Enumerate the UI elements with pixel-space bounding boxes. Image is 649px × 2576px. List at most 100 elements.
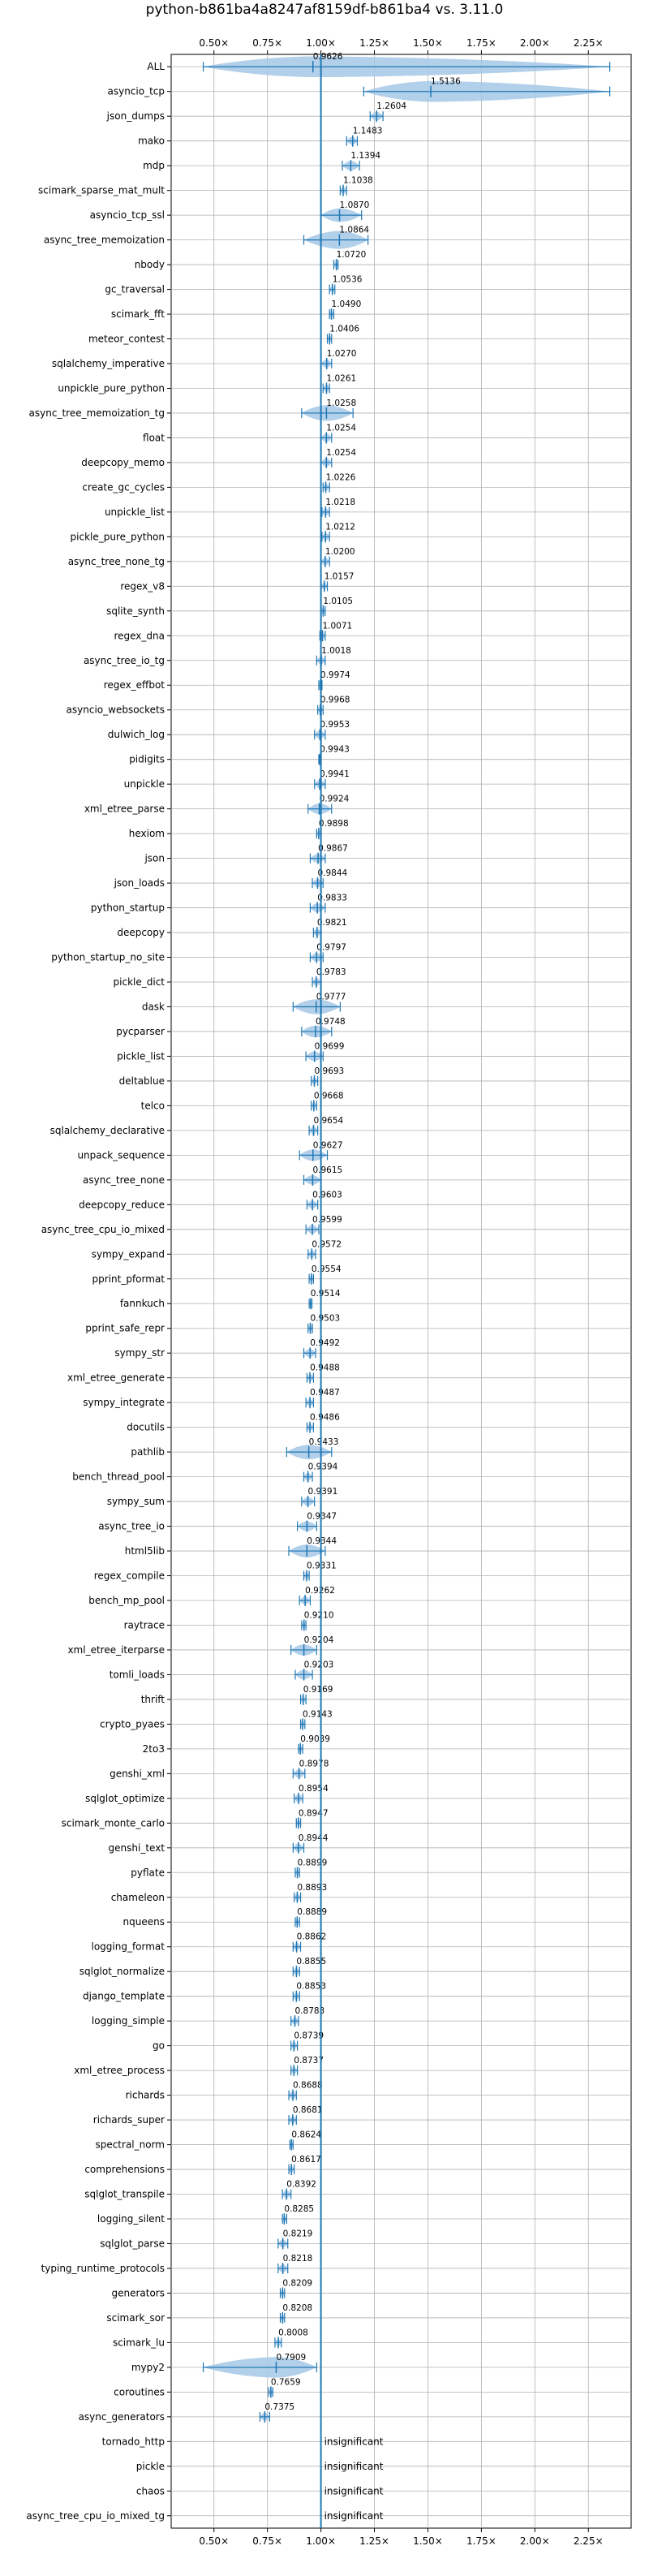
value-label: 0.9204 <box>304 1635 334 1645</box>
benchmark-label: unpickle_list <box>105 506 165 518</box>
benchmark-label: sqlglot_normalize <box>80 1966 165 1977</box>
benchmark-label: async_tree_memoization_tg <box>29 407 165 419</box>
x-tick-label-top: 1.00× <box>306 37 336 49</box>
x-tick-label-top: 1.75× <box>466 37 496 49</box>
plot-frame <box>170 54 632 2529</box>
value-label: 0.9210 <box>304 1610 334 1620</box>
value-label: 1.0157 <box>324 571 355 581</box>
value-label: 0.8899 <box>298 1858 328 1867</box>
value-label: 0.8208 <box>282 2303 312 2313</box>
benchmark-label: coroutines <box>114 2386 165 2397</box>
benchmark-label: unpack_sequence <box>77 1149 165 1161</box>
value-label: 1.0226 <box>326 472 356 482</box>
benchmark-label: deltablue <box>119 1075 165 1087</box>
value-label: 0.9943 <box>320 745 350 755</box>
benchmark-label: spectral_norm <box>95 2139 165 2151</box>
value-label: 0.9941 <box>320 769 350 779</box>
value-label: 0.8978 <box>299 1759 329 1768</box>
value-label: 0.8893 <box>297 1883 327 1893</box>
benchmark-label: sqlalchemy_imperative <box>52 358 165 369</box>
value-label: 0.9968 <box>320 696 350 705</box>
benchmark-label: json_dumps <box>106 110 165 122</box>
value-label: 0.8624 <box>291 2130 321 2140</box>
value-label: 0.9486 <box>310 1413 340 1423</box>
value-label: 0.8285 <box>284 2204 314 2214</box>
value-label: 1.5136 <box>431 77 461 87</box>
value-label: 0.9169 <box>303 1685 333 1695</box>
value-label: 0.8862 <box>297 1932 327 1942</box>
value-label: 0.9039 <box>300 1734 330 1744</box>
benchmark-label: nbody <box>135 259 165 270</box>
value-label: 0.9344 <box>307 1536 337 1546</box>
value-label: 0.7909 <box>276 2353 306 2363</box>
benchmark-label: unpickle <box>124 778 165 790</box>
benchmark-label: crypto_pyaes <box>100 1718 165 1730</box>
value-label: 0.9262 <box>305 1586 335 1596</box>
benchmark-label: 2to3 <box>143 1743 165 1755</box>
value-label: 1.0254 <box>326 423 356 433</box>
benchmark-label: mypy2 <box>131 2362 165 2373</box>
benchmark-label: deepcopy_memo <box>81 457 165 468</box>
benchmark-label: sympy_sum <box>107 1496 165 1507</box>
x-tick-label-top: 0.75× <box>252 37 282 49</box>
benchmark-label: comprehensions <box>84 2164 165 2175</box>
benchmark-label: pathlib <box>131 1446 165 1458</box>
benchmark-label: async_tree_cpu_io_mixed_tg <box>26 2510 165 2522</box>
benchmark-label: scimark_fft <box>111 308 165 320</box>
benchmark-label: async_tree_none <box>83 1174 165 1186</box>
benchmark-label: xml_etree_parse <box>84 803 165 815</box>
value-label: 0.8783 <box>295 2006 325 2016</box>
value-label: 0.9748 <box>316 1017 346 1027</box>
value-label: 1.0870 <box>340 200 370 210</box>
insignificant-label: insignificant <box>324 2461 384 2472</box>
benchmark-label: python_startup_no_site <box>51 952 165 963</box>
benchmark-label: unpickle_pure_python <box>58 382 165 394</box>
benchmark-label: generators <box>111 2287 165 2298</box>
value-label: 1.0212 <box>325 522 355 532</box>
value-label: 0.9953 <box>320 720 350 730</box>
benchmark-label: typing_runtime_protocols <box>41 2263 165 2274</box>
value-label: 0.9394 <box>308 1462 338 1472</box>
benchmark-label: pprint_safe_repr <box>85 1323 165 1334</box>
value-label: 1.0254 <box>326 448 356 458</box>
benchmark-label: ALL <box>147 61 165 72</box>
benchmark-label: docutils <box>127 1422 165 1433</box>
benchmark-label: sqlglot_parse <box>100 2238 165 2249</box>
benchmark-label: django_template <box>83 1991 165 2002</box>
benchmark-label: html5lib <box>125 1545 165 1557</box>
benchmark-label: genshi_text <box>109 1842 165 1854</box>
value-label: 0.9488 <box>310 1363 340 1373</box>
benchmark-label: sqlalchemy_declarative <box>50 1125 165 1136</box>
benchmark-label: async_tree_io_tg <box>84 655 165 666</box>
insignificant-label: insignificant <box>324 2485 384 2496</box>
benchmark-label: pidigits <box>129 754 165 765</box>
value-label: 0.9867 <box>318 844 348 854</box>
x-tick-label-bottom: 0.50× <box>199 2535 229 2547</box>
value-label: 1.0864 <box>339 226 369 235</box>
benchmark-label: mako <box>138 136 165 147</box>
benchmark-label: logging_simple <box>92 2015 165 2027</box>
benchmark-label: xml_etree_process <box>74 2065 165 2076</box>
benchmark-label: create_gc_cycles <box>82 481 165 493</box>
value-label: 0.9347 <box>307 1512 337 1522</box>
benchmark-label: pickle <box>136 2461 165 2472</box>
benchmark-label: telco <box>141 1100 165 1111</box>
value-label: 0.7659 <box>271 2377 301 2387</box>
value-label: 1.2604 <box>376 101 406 111</box>
value-label: 0.8219 <box>283 2229 313 2238</box>
value-label: 0.9898 <box>319 819 349 829</box>
benchmark-label: tornado_http <box>102 2436 165 2447</box>
benchmark-label: scimark_sor <box>106 2312 165 2324</box>
value-label: 0.8947 <box>299 1808 329 1818</box>
value-label: 0.9626 <box>313 52 343 62</box>
value-label: 1.0536 <box>333 275 363 285</box>
benchmark-label: meteor_contest <box>88 334 165 345</box>
benchmark-label: sympy_integrate <box>83 1397 165 1408</box>
value-label: 1.0071 <box>322 621 352 631</box>
value-label: 0.8739 <box>294 2031 324 2041</box>
value-label: 0.8008 <box>278 2328 308 2337</box>
benchmark-label: thrift <box>141 1694 165 1705</box>
benchmark-label: json_loads <box>114 877 165 889</box>
